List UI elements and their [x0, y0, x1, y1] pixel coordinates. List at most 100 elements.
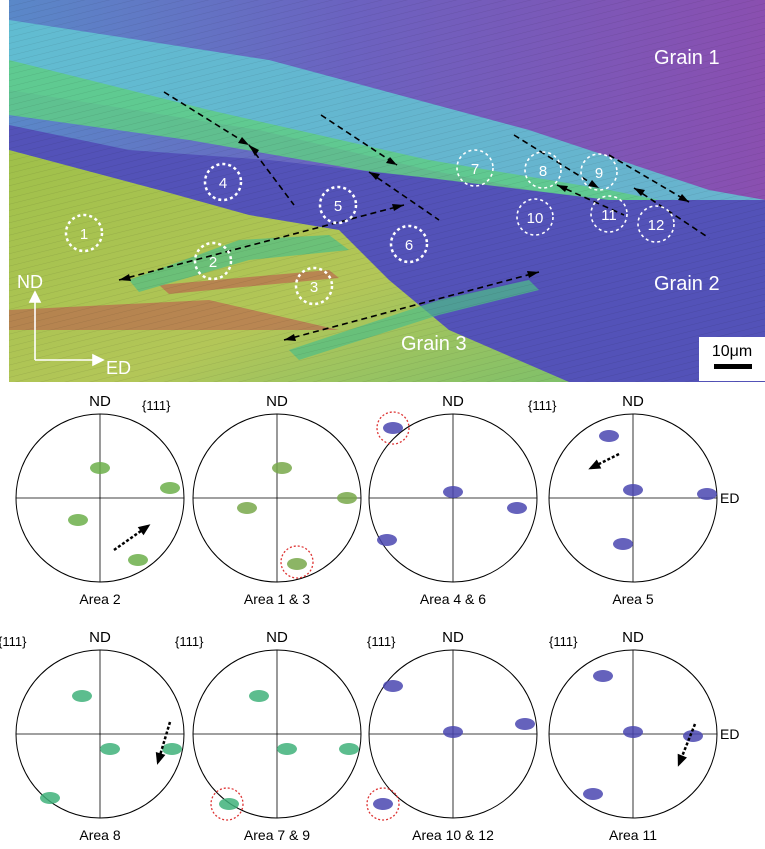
- pole-spot: [160, 482, 180, 494]
- pole-figure-caption: Area 5: [612, 591, 653, 607]
- pole-figure-8: ND Area 11 {111} ED: [548, 629, 739, 843]
- pole-spot: [277, 743, 297, 755]
- pole-figure-caption: Area 1 & 3: [244, 591, 310, 607]
- pole-figure-nd-label: ND: [622, 393, 644, 410]
- rotation-arrow: [156, 721, 172, 763]
- area-label-6: 6: [405, 237, 413, 254]
- scale-bar-box: [699, 337, 765, 381]
- area-marker-4: [203, 162, 243, 202]
- area-marker-3: [294, 266, 334, 306]
- area-label-11: 11: [601, 207, 617, 224]
- pole-figure-nd-label: ND: [89, 393, 111, 410]
- pole-figure-nd-label: ND: [266, 393, 288, 410]
- pole-spot: [443, 726, 463, 738]
- pole-spot: [373, 798, 393, 810]
- area-markers: [64, 149, 675, 306]
- pole-figure-6: ND Area 7 & 9 {111}: [175, 629, 362, 843]
- ebsd-orientation-map: 1 2 3 4 5 6 7 8 9 10 11 12 Grain 1 Grain…: [9, 0, 765, 382]
- rotation-arrow: [113, 524, 149, 552]
- area-marker-12: [637, 205, 675, 243]
- pole-spot: [72, 690, 92, 702]
- pole-figure-nd-label: ND: [442, 629, 464, 646]
- pole-figure-caption: Area 7 & 9: [244, 827, 310, 843]
- pole-spot: [100, 743, 120, 755]
- pole-spot: [583, 788, 603, 800]
- pole-spot: [697, 488, 717, 500]
- area-label-9: 9: [595, 165, 603, 182]
- area-marker-11: [590, 195, 628, 233]
- pole-spot: [623, 726, 643, 738]
- pole-spot: [249, 690, 269, 702]
- pole-spot: [272, 462, 292, 474]
- pole-figure-2: ND Area 1 & 3 {111}: [142, 393, 362, 607]
- pole-figure-family-label: {111}: [142, 398, 171, 413]
- pole-figure-family-label: {111}: [0, 634, 27, 649]
- pole-figure-7: ND Area 10 & 12 {111}: [366, 629, 538, 843]
- pole-figure-nd-label: ND: [266, 629, 288, 646]
- pole-figure-nd-label: ND: [622, 629, 644, 646]
- rotation-arrowhead: [588, 459, 602, 470]
- pole-spot: [383, 680, 403, 692]
- axis-nd-label: ND: [17, 272, 43, 292]
- highlight-circle: [280, 545, 314, 579]
- area-marker-1: [64, 213, 104, 253]
- pole-figure-3: ND Area 4 & 6: [368, 393, 538, 607]
- area-label-8: 8: [539, 163, 547, 180]
- area-label-1: 1: [80, 226, 88, 243]
- pole-spot: [515, 718, 535, 730]
- pole-figure-nd-label: ND: [89, 629, 111, 646]
- rotation-arrowhead: [137, 524, 151, 536]
- pole-figure-ed-label: ED: [720, 490, 739, 506]
- pole-spot: [383, 422, 403, 434]
- scale-bar: [714, 364, 752, 369]
- grain-2-label: Grain 2: [654, 273, 720, 295]
- pole-spot: [237, 502, 257, 514]
- pole-figure-caption: Area 11: [609, 827, 657, 843]
- area-label-4: 4: [219, 175, 227, 192]
- highlight-circle: [210, 787, 244, 821]
- pole-spot: [599, 430, 619, 442]
- area-marker-10: [516, 198, 554, 236]
- pole-spot: [68, 514, 88, 526]
- pole-figure-caption: Area 8: [79, 827, 120, 843]
- pole-spot: [219, 798, 239, 810]
- pole-figure-5: ND Area 8 {111}: [0, 629, 185, 843]
- pole-spot: [162, 743, 182, 755]
- grain-3-label: Grain 3: [401, 333, 467, 355]
- highlight-circle: [376, 411, 410, 445]
- pole-figure-family-label: {111}: [367, 634, 396, 649]
- pole-spot: [623, 484, 643, 496]
- pole-spot: [377, 534, 397, 546]
- rotation-arrowhead: [677, 753, 687, 767]
- pole-figure-4: ND Area 5 {111} ED: [528, 393, 739, 607]
- area-label-2: 2: [209, 254, 217, 271]
- area-marker-7: [456, 149, 494, 187]
- area-marker-9: [580, 153, 618, 191]
- pole-figure-family-label: {111}: [175, 634, 204, 649]
- axis-triad: [28, 290, 105, 367]
- pole-spot: [339, 743, 359, 755]
- area-label-12: 12: [648, 217, 665, 234]
- area-marker-5: [318, 185, 358, 225]
- area-label-7: 7: [471, 161, 479, 178]
- grain-1-label: Grain 1: [654, 47, 720, 69]
- area-label-3: 3: [310, 279, 318, 296]
- shear-arrows: [118, 91, 710, 341]
- pole-spot: [40, 792, 60, 804]
- pole-spot: [593, 670, 613, 682]
- highlight-circle: [366, 787, 400, 821]
- area-marker-6: [389, 224, 429, 264]
- pole-figure-family-label: {111}: [528, 398, 557, 413]
- pole-figure-family-label: {111}: [549, 634, 578, 649]
- pole-figure-caption: Area 2: [79, 591, 120, 607]
- pole-spot: [128, 554, 148, 566]
- pole-spot: [613, 538, 633, 550]
- pole-figure-1: ND Area 2: [15, 393, 185, 607]
- scale-bar-label: 10μm: [712, 343, 752, 360]
- pole-figure-nd-label: ND: [442, 393, 464, 410]
- area-label-10: 10: [527, 210, 544, 227]
- pole-spot: [507, 502, 527, 514]
- pole-spot: [90, 462, 110, 474]
- axis-ed-label: ED: [106, 358, 131, 378]
- rotation-arrowhead: [155, 751, 166, 765]
